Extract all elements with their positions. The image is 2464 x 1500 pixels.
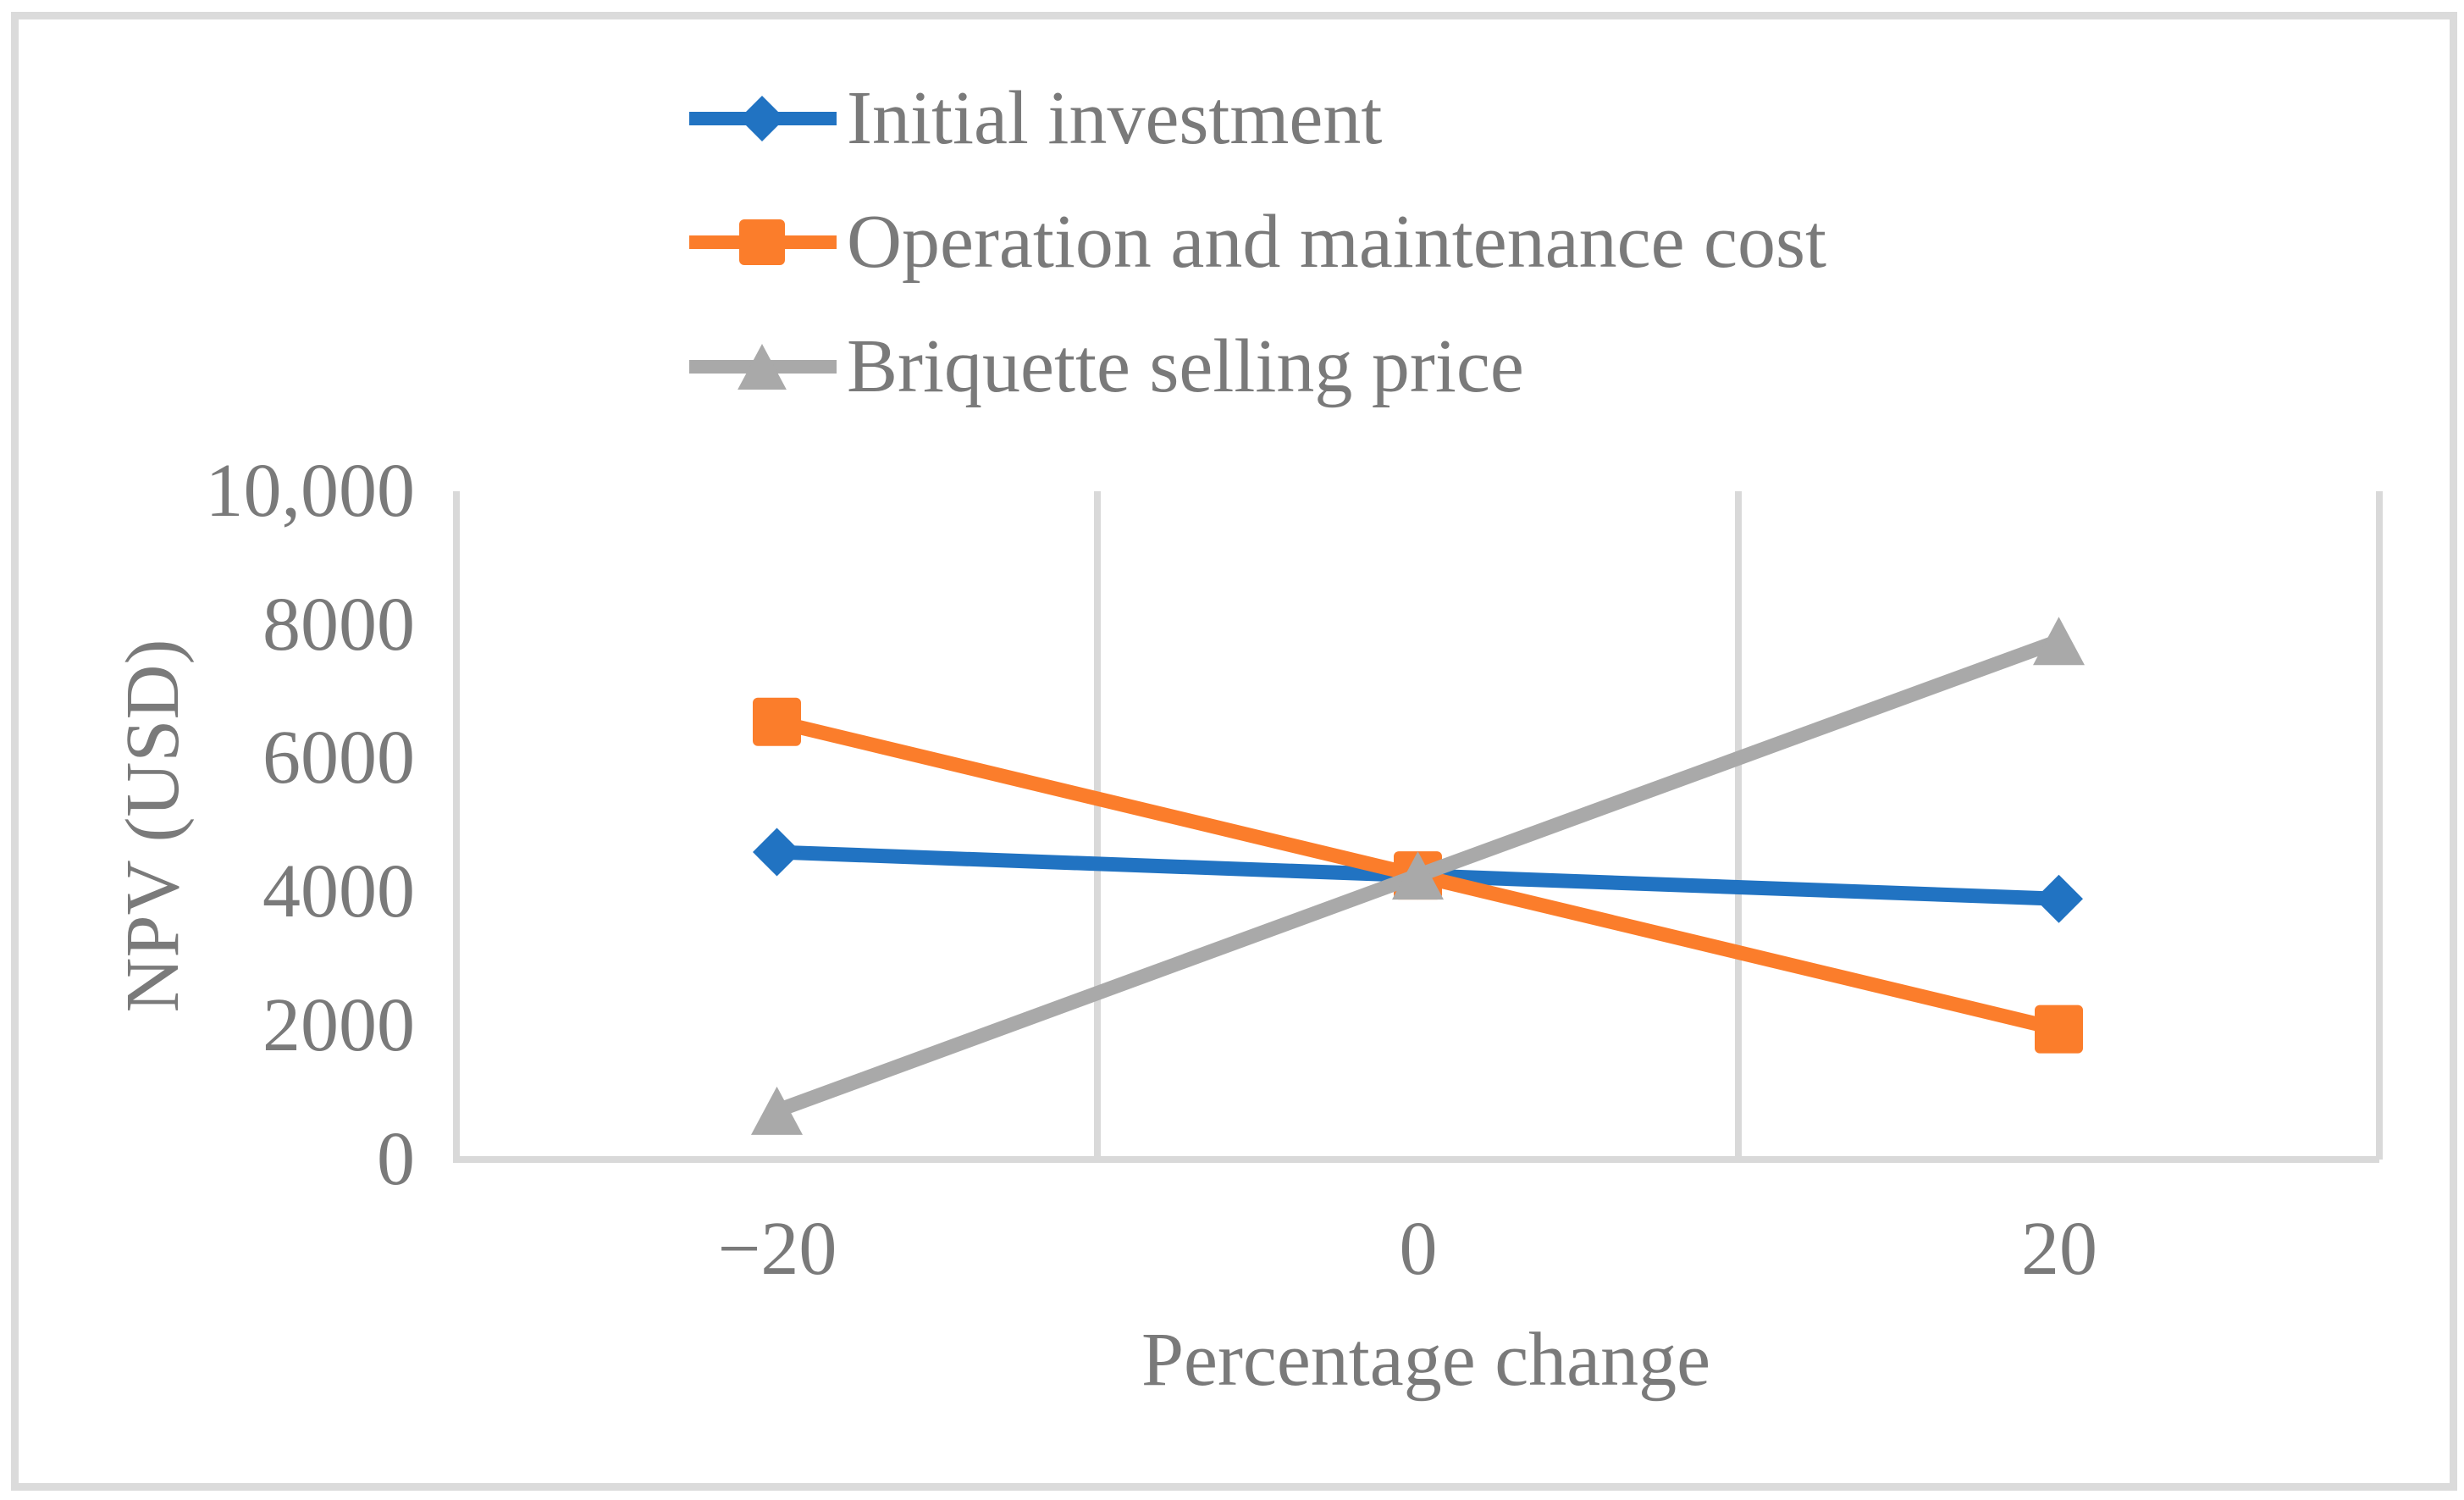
y-tick-label: 2000 — [262, 983, 415, 1067]
y-axis-title: NPV (USD) — [111, 639, 195, 1013]
y-tick-label: 8000 — [262, 583, 415, 667]
legend-label-initial-investment: Initial investment — [847, 76, 1383, 160]
legend-label-operation-maintenance-cost: Operation and maintenance cost — [847, 200, 1827, 284]
y-tick-label: 0 — [377, 1117, 415, 1201]
x-tick-label: 20 — [2021, 1207, 2097, 1291]
legend-marker-triangle-icon — [688, 333, 840, 401]
x-tick-label: −20 — [717, 1207, 837, 1291]
y-tick-label: 4000 — [262, 850, 415, 933]
legend-label-briquette-selling-price: Briquette selling price — [847, 324, 1524, 408]
figure-border — [11, 12, 2457, 1491]
x-axis-title: Percentage change — [1141, 1318, 1711, 1402]
legend-marker-square-icon — [688, 208, 840, 276]
y-tick-label: 6000 — [262, 716, 415, 800]
x-tick-label: 0 — [1399, 1207, 1438, 1291]
y-tick-label: 10,000 — [205, 449, 416, 533]
legend-marker-diamond-icon — [688, 85, 840, 152]
